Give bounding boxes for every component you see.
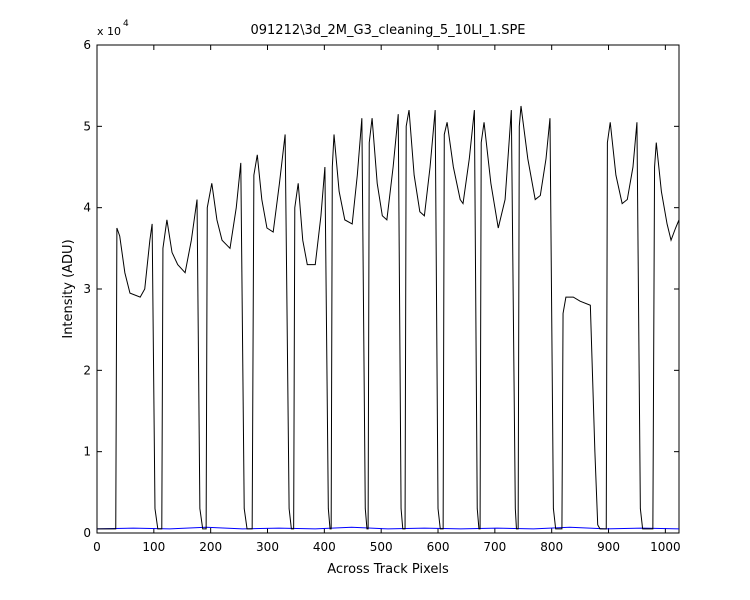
- x-tick-label: 300: [256, 540, 279, 554]
- x-tick-label: 900: [597, 540, 620, 554]
- plot-area: [96, 44, 680, 534]
- y-tick-label: 5: [83, 119, 91, 133]
- x-tick-label: 400: [313, 540, 336, 554]
- x-tick-label: 800: [540, 540, 563, 554]
- exponent-power: 4: [123, 19, 129, 29]
- x-tick-label: 200: [199, 540, 222, 554]
- y-tick-label: 6: [83, 38, 91, 52]
- y-axis-label: Intensity (ADU): [61, 239, 76, 338]
- y-tick-label: 3: [83, 282, 91, 296]
- y-tick-label: 4: [83, 201, 91, 215]
- x-tick-label: 0: [93, 540, 101, 554]
- data-line: [96, 526, 680, 530]
- chart-title: 091212\3d_2M_G3_cleaning_5_10LI_1.SPE: [250, 23, 525, 38]
- y-tick-label: 2: [83, 363, 91, 377]
- x-tick-label: 1000: [650, 540, 681, 554]
- x-tick-label: 700: [483, 540, 506, 554]
- x-tick-label: 500: [370, 540, 393, 554]
- data-line: [97, 105, 680, 530]
- x-axis-label: Across Track Pixels: [327, 562, 449, 577]
- exponent-base: x 10: [97, 25, 121, 38]
- x-tick-label: 600: [427, 540, 450, 554]
- y-tick-label: 0: [83, 526, 91, 540]
- x-tick-label: 100: [142, 540, 165, 554]
- y-tick-label: 1: [83, 445, 91, 459]
